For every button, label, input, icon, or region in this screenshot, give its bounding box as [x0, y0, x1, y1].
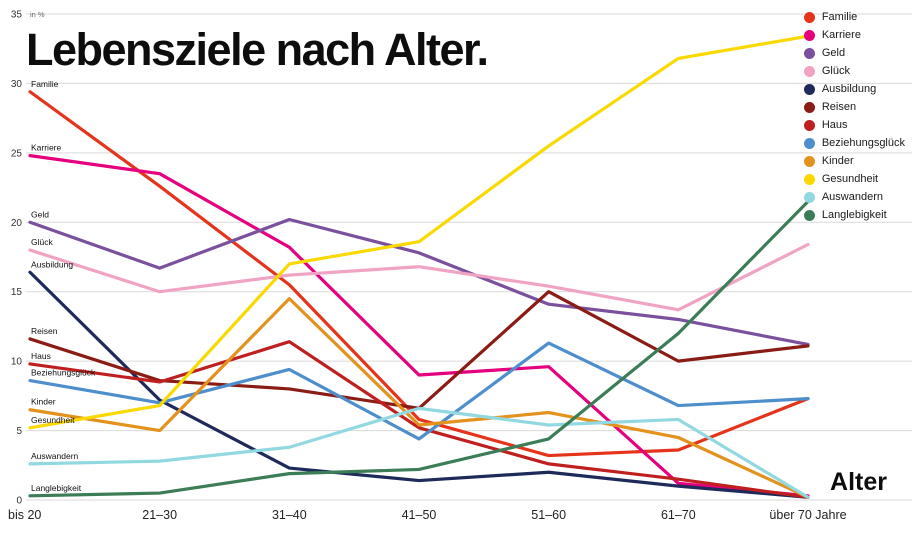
- y-tick-label: 5: [16, 426, 22, 437]
- x-tick-label: 41–50: [402, 508, 437, 522]
- y-tick-label: 25: [11, 148, 23, 159]
- series-line-Auswandern: [28, 406, 810, 499]
- series-start-label: Gesundheit: [31, 415, 75, 425]
- series-line-Kinder: [28, 297, 810, 499]
- legend-label: Gesundheit: [821, 173, 879, 185]
- series-start-label: Familie: [31, 79, 59, 89]
- legend-dot: [803, 156, 815, 167]
- series-line-Beziehungsglück: [28, 341, 810, 441]
- series-line-Glück: [28, 242, 810, 312]
- y-axis-unit: in %: [30, 10, 45, 19]
- legend-dot: [803, 102, 815, 113]
- legend-item: Langlebigkeit: [803, 209, 905, 221]
- x-tick-label: 51–60: [531, 508, 566, 522]
- y-tick-label: 20: [11, 218, 23, 229]
- legend-dot: [803, 192, 815, 203]
- series-start-label: Glück: [31, 237, 53, 247]
- legend-label: Karriere: [821, 29, 861, 41]
- series-line-Karriere: [28, 154, 810, 498]
- series-start-label: Beziehungsglück: [31, 368, 96, 378]
- legend-dot: [803, 120, 815, 131]
- series-start-label: Langlebigkeit: [31, 483, 82, 493]
- series-start-label: Geld: [31, 209, 49, 219]
- legend-dot: [803, 138, 815, 149]
- legend-dot: [803, 30, 815, 41]
- x-tick-label: 31–40: [272, 508, 307, 522]
- legend-label: Kinder: [821, 155, 854, 167]
- legend-label: Haus: [821, 119, 848, 131]
- legend-dot: [803, 84, 815, 95]
- legend-label: Glück: [821, 65, 850, 77]
- legend-item: Reisen: [803, 101, 905, 113]
- x-tick-label: 61–70: [661, 508, 696, 522]
- series-line-Langlebigkeit: [28, 199, 810, 498]
- series-line-Haus: [28, 340, 810, 499]
- legend-item: Ausbildung: [803, 83, 905, 95]
- y-tick-label: 15: [11, 287, 23, 298]
- series-line-Reisen: [28, 290, 810, 410]
- series-start-label: Reisen: [31, 326, 58, 336]
- legend-label: Beziehungsglück: [821, 137, 905, 149]
- x-tick-label: 21–30: [142, 508, 177, 522]
- legend-dot: [803, 12, 815, 23]
- legend-label: Langlebigkeit: [821, 209, 887, 221]
- legend-label: Familie: [821, 11, 858, 23]
- legend-dot: [803, 210, 815, 221]
- legend-item: Geld: [803, 47, 905, 59]
- legend-label: Reisen: [821, 101, 857, 113]
- x-tick-label: über 70 Jahre: [769, 508, 846, 522]
- y-tick-label: 10: [11, 357, 23, 368]
- legend-label: Ausbildung: [821, 83, 877, 95]
- legend-item: Auswandern: [803, 191, 905, 203]
- y-tick-label: 35: [11, 10, 23, 21]
- legend-item: Kinder: [803, 155, 905, 167]
- y-tick-label: 0: [16, 496, 22, 507]
- legend-dot: [803, 174, 815, 185]
- legend-item: Glück: [803, 65, 905, 77]
- legend-item: Familie: [803, 11, 905, 23]
- x-axis-title: Alter: [830, 468, 887, 496]
- series-start-label: Auswandern: [31, 451, 79, 461]
- series-line-Ausbildung: [28, 270, 810, 499]
- legend-label: Geld: [821, 47, 846, 59]
- legend-dot: [803, 66, 815, 77]
- series-start-label: Haus: [31, 351, 51, 361]
- series-line-Familie: [28, 90, 810, 458]
- series-start-label: Ausbildung: [31, 259, 73, 269]
- legend-item: Haus: [803, 119, 905, 131]
- series-line-Geld: [28, 217, 810, 347]
- series-start-label: Kinder: [31, 397, 56, 407]
- series-line-Gesundheit: [28, 34, 810, 430]
- series-start-label: Karriere: [31, 143, 62, 153]
- legend: Familie Karriere Geld Glück Ausbildung Reisen…: [803, 11, 905, 221]
- legend-dot: [803, 48, 815, 59]
- legend-label: Auswandern: [821, 191, 883, 203]
- y-tick-label: 30: [11, 79, 23, 90]
- legend-item: Karriere: [803, 29, 905, 41]
- chart-title: Lebensziele nach Alter.: [26, 24, 489, 75]
- x-tick-label: bis 20: [8, 508, 41, 522]
- legend-item: Beziehungsglück: [803, 137, 905, 149]
- legend-item: Gesundheit: [803, 173, 905, 185]
